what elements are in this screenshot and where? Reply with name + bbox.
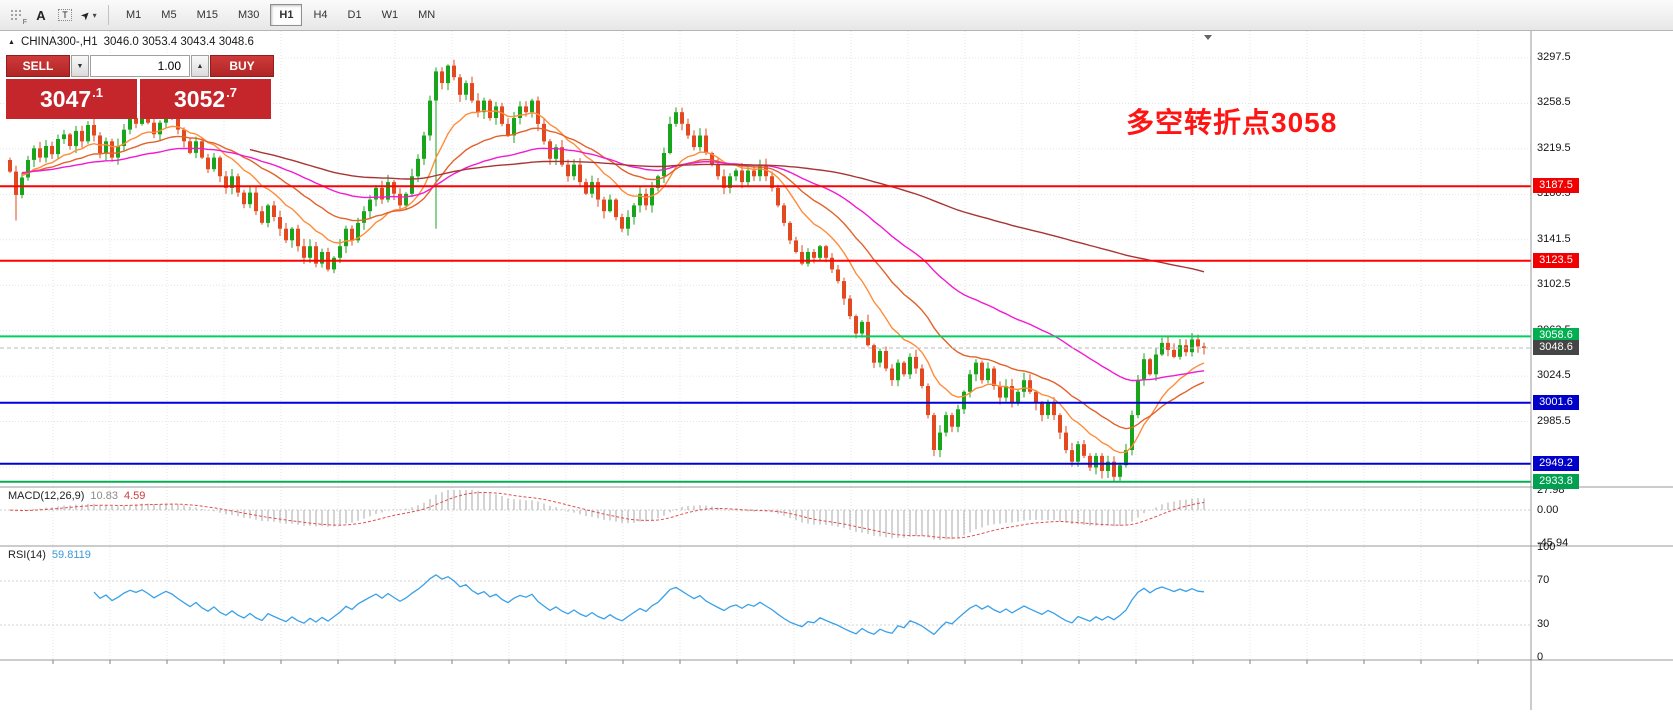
toolbar-separator: [108, 5, 109, 25]
chart-window: ▲ CHINA300-,H1 3046.0 3053.4 3043.4 3048…: [0, 31, 1673, 710]
text-label-tool-icon: T: [58, 9, 72, 21]
bid-price-display[interactable]: 3047.1: [6, 79, 137, 119]
chart-header: ▲ CHINA300-,H1 3046.0 3053.4 3043.4 3048…: [8, 36, 254, 48]
indicator-grid-icon: F: [22, 19, 27, 26]
volume-up-button[interactable]: ▲: [191, 55, 209, 77]
macd-signal-value: 4.59: [123, 490, 146, 502]
rsi-name: RSI(14): [8, 549, 46, 561]
drawing-tools-group: F A T ➤ ▾: [5, 3, 101, 27]
timeframe-button-M1[interactable]: M1: [117, 4, 150, 26]
arrow-tool-icon: ➤: [78, 7, 94, 23]
ask-price-main: 3052: [173, 85, 226, 112]
text-tool-button[interactable]: A: [29, 3, 53, 27]
arrow-tool-button[interactable]: ➤ ▾: [77, 3, 101, 27]
timeframe-button-W1[interactable]: W1: [373, 4, 408, 26]
rsi-indicator-label: RSI(14) 59.8119: [8, 549, 91, 561]
text-label-tool-button[interactable]: T: [53, 3, 77, 27]
chart-plot-area[interactable]: [0, 31, 1673, 710]
timeframe-button-MN[interactable]: MN: [409, 4, 444, 26]
toolbar: F A T ➤ ▾ M1 M5 M15 M30 H1 H4 D1 W1 MN: [0, 0, 1673, 31]
timeframe-button-M15[interactable]: M15: [188, 4, 227, 26]
ohlc-values: 3046.0 3053.4 3043.4 3048.6: [103, 36, 254, 48]
timeframe-button-H1[interactable]: H1: [270, 4, 303, 26]
timeframe-buttons: M1 M5 M15 M30 H1 H4 D1 W1 MN: [116, 4, 445, 26]
collapse-triangle-icon: ▲: [8, 38, 15, 46]
dot-grid-icon: [11, 10, 21, 20]
volume-down-button[interactable]: ▼: [71, 55, 89, 77]
bid-price-main: 3047: [39, 85, 92, 112]
dropdown-caret-icon: ▾: [92, 10, 97, 20]
indicator-grid-button[interactable]: F: [5, 3, 29, 27]
timeframe-button-M30[interactable]: M30: [229, 4, 268, 26]
sell-button[interactable]: SELL: [6, 55, 70, 77]
bid-price-pip: .1: [92, 84, 103, 100]
macd-name: MACD(12,26,9): [8, 490, 85, 502]
rsi-value: 59.8119: [51, 549, 91, 561]
ask-price-pip: .7: [226, 84, 237, 100]
macd-indicator-label: MACD(12,26,9) 10.83 4.59: [8, 490, 145, 502]
macd-main-value: 10.83: [90, 490, 118, 502]
timeframe-button-M5[interactable]: M5: [152, 4, 185, 26]
volume-input[interactable]: [90, 55, 190, 77]
ask-price-display[interactable]: 3052.7: [140, 79, 271, 119]
timeframe-button-D1[interactable]: D1: [339, 4, 371, 26]
timeframe-button-H4[interactable]: H4: [304, 4, 336, 26]
text-tool-icon: A: [36, 7, 46, 23]
one-click-trading-panel: SELL ▼ ▲ BUY 3047.1 3052.7: [6, 55, 274, 119]
candlestick-chart: [0, 31, 1673, 710]
chart-annotation: 多空转折点3058: [1126, 107, 1338, 138]
buy-button[interactable]: BUY: [210, 55, 274, 77]
symbol-label: CHINA300-,H1: [20, 36, 98, 48]
